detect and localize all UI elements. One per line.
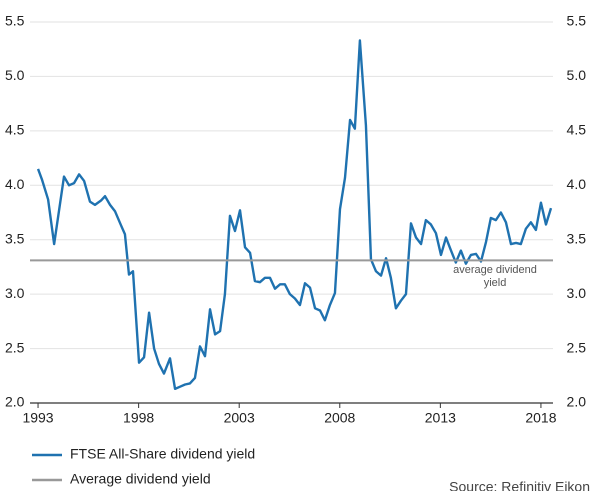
y-tick-label: 2.5 <box>5 339 25 355</box>
y-tick-label: 5.5 <box>5 13 25 29</box>
y2-tick-label: 3.5 <box>567 230 587 246</box>
y2-tick-label: 5.0 <box>567 67 587 83</box>
x-tick-label: 2008 <box>324 410 355 426</box>
y-tick-label: 3.0 <box>5 285 25 301</box>
y2-tick-label: 5.5 <box>567 13 587 29</box>
y2-tick-label: 3.0 <box>567 285 587 301</box>
x-tick-label: 1998 <box>123 410 154 426</box>
y-tick-label: 5.0 <box>5 67 25 83</box>
legend-label: FTSE All-Share dividend yield <box>70 446 255 462</box>
annotation-line: average dividend <box>453 264 537 276</box>
y2-tick-label: 2.5 <box>567 339 587 355</box>
y-tick-label: 3.5 <box>5 230 25 246</box>
source: Source: Refinitiv Eikon <box>449 479 590 491</box>
data-line <box>36 39 553 391</box>
y2-tick-label: 4.0 <box>567 176 587 192</box>
legend-label: Average dividend yield <box>70 471 211 487</box>
x-tick-label: 2013 <box>425 410 456 426</box>
x-tick-label: 1993 <box>22 410 53 426</box>
y2-tick-label: 2.0 <box>567 394 587 410</box>
y-tick-label: 2.0 <box>5 394 25 410</box>
annotation-line: yield <box>484 277 507 289</box>
x-tick-label: 2018 <box>525 410 556 426</box>
y-tick-label: 4.5 <box>5 122 25 138</box>
x-tick-label: 2003 <box>224 410 255 426</box>
y2-tick-label: 4.5 <box>567 122 587 138</box>
y-tick-label: 4.0 <box>5 176 25 192</box>
